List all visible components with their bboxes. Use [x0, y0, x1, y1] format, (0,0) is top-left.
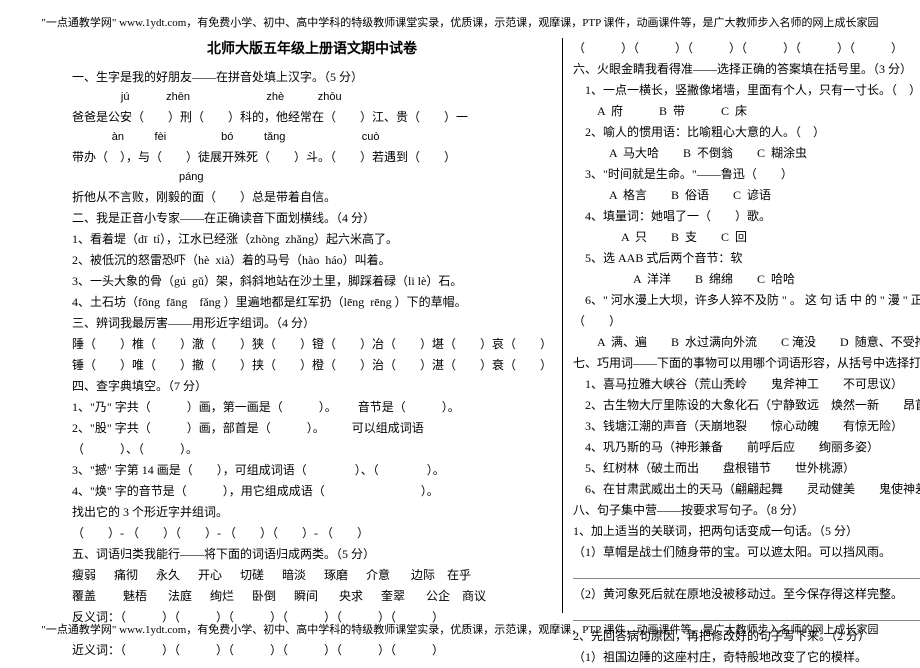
- q6-heading: 六、火眼金睛我看得准——选择正确的答案填在括号里。（3 分）: [573, 59, 920, 80]
- site-header: "一点通教学网" www.1ydt.com，有免费小学、初中、高中学科的特级教师…: [0, 6, 920, 38]
- site-footer: "一点通教学网" www.1ydt.com，有免费小学、初中、高中学科的特级教师…: [0, 613, 920, 645]
- q4-item-4a: 4、"焕" 字的音节是（ ），用它组成成语（ ）。: [72, 481, 552, 502]
- q7-heading: 七、巧用词——下面的事物可以用哪个词语形容，从括号中选择打√。（3 分）: [573, 353, 920, 374]
- q3-row-1: 陲（ ）椎（ ）澈（ ）狭（ ）镫（ ）冶（ ）堪（ ）哀（ ）: [72, 334, 552, 355]
- q6-3: 3、"时间就是生命。"——鲁迅（ ）: [573, 164, 920, 185]
- q6-6-opts: A 满、遍 B 水过满向外流 C 淹没 D 随意、不受拘束: [573, 332, 920, 353]
- q6-3-opts: A 格言 B 俗语 C 谚语: [573, 185, 920, 206]
- q7-1: 1、喜马拉雅大峡谷（荒山秃岭 鬼斧神工 不可思议）: [573, 374, 920, 395]
- q7-5: 5、红树林（破土而出 盘根错节 世外桃源）: [573, 458, 920, 479]
- q6-4-opts: A 只 B 支 C 回: [573, 227, 920, 248]
- q1-pinyin-1: jú zhēn zhè zhōu: [72, 88, 552, 107]
- q6-2: 2、喻人的惯用语：比喻粗心大意的人。（ ）: [573, 122, 920, 143]
- q5-words-2: 覆盖 魅梧 法庭 绚烂 卧倒 瞬间 央求 奎翠 公企 商议: [72, 586, 552, 607]
- q1-line-3: 折他从不言败，刚毅的面（ ）总是带着自信。: [72, 187, 552, 208]
- q4-heading: 四、查字典填空。（7 分）: [72, 376, 552, 397]
- q7-2: 2、古生物大厅里陈设的大象化石（宁静致远 焕然一新 昂首阔步）: [573, 395, 920, 416]
- q6-6a: 6、" 河水漫上大坝，许多人猝不及防 " 。 这 句 话 中 的 " 漫 " 正…: [573, 290, 920, 311]
- q4-item-1: 1、"乃" 字共（ ）画，第一画是（ ）。 音节是（ ）。: [72, 397, 552, 418]
- right-column: （ ）（ ）（ ）（ ）（ ）（ ） 六、火眼金睛我看得准——选择正确的答案填在…: [563, 38, 920, 613]
- q1-line-1: 爸爸是公安（ ）刑（ ）科的，他经常在（ ）江、贵（ ）一: [72, 107, 552, 128]
- q4-item-4b: 找出它的 3 个形近字并组词。: [72, 502, 552, 523]
- q5-words-1: 瘦弱 痛彻 永久 开心 切磋 暗淡 琢磨 介意 边际 在乎: [72, 565, 552, 586]
- q2-item-1: 1、看着堤（dī tí），江水已经涨（zhòng zhǎng）起六米高了。: [72, 229, 552, 250]
- q4-item-3: 3、"撼" 字第 14 画是（ ），可组成词语（ ）、（ ）。: [72, 460, 552, 481]
- q5-heading: 五、词语归类我能行——将下面的词语归成两类。（5 分）: [72, 544, 552, 565]
- q4-item-2a: 2、"股" 字共（ ）画，部首是（ ）。 可以组成词语: [72, 418, 552, 439]
- q8-2a: （1）祖国边陲的这座村庄，奇特般地改变了它的模样。: [573, 647, 920, 668]
- doc-title: 北师大版五年级上册语文期中试卷: [72, 38, 552, 63]
- q1-line-2: 带办（ ），与（ ）徒展开殊死（ ）斗。（ ）若遇到（ ）: [72, 147, 552, 168]
- q7-6: 6、在甘肃武威出土的天马（翩翩起舞 灵动健美 鬼使神差）: [573, 479, 920, 500]
- q4-item-2b: （ ）、（ ）。: [72, 439, 552, 460]
- q8-1-heading: 1、加上适当的关联词，把两句话变成一句话。（5 分）: [573, 521, 920, 542]
- r-cont-blank: （ ）（ ）（ ）（ ）（ ）（ ）: [573, 38, 920, 59]
- q6-1: 1、一点一横长，竖撇像堵墙，里面有个人，只有一寸长。（ ）: [573, 80, 920, 101]
- q8-1a-blank: ＿＿＿＿＿＿＿＿＿＿＿＿＿＿＿＿＿＿＿＿＿＿＿＿＿＿＿＿＿＿＿＿＿＿: [573, 563, 920, 584]
- q2-item-2: 2、被低沉的怒雷恐吓（hè xià）着的马号（hào háo）叫着。: [72, 250, 552, 271]
- q6-4: 4、填量词：她唱了一（ ）歌。: [573, 206, 920, 227]
- q4-item-4c: （ ）- （ ）（ ）- （ ）（ ）- （ ）: [72, 523, 552, 544]
- q3-row-2: 锤（ ）唯（ ）撤（ ）挟（ ）橙（ ）治（ ）湛（ ）衰（ ）: [72, 355, 552, 376]
- q1-pinyin-3: páng: [72, 168, 552, 187]
- q7-3: 3、钱塘江潮的声音（天崩地裂 惊心动魄 有惊无险）: [573, 416, 920, 437]
- q6-6b: （ ）: [573, 311, 920, 332]
- q2-heading: 二、我是正音小专家——在正确读音下面划横线。（4 分）: [72, 208, 552, 229]
- q6-1-opts: A 府 B 带 C 床: [573, 101, 920, 122]
- q8-1a: （1）草帽是战士们随身带的宝。可以遮太阳。可以挡风雨。: [573, 542, 920, 563]
- left-column: 北师大版五年级上册语文期中试卷 一、生字是我的好朋友——在拼音处填上汉字。（5 …: [72, 38, 563, 613]
- q7-4: 4、巩乃斯的马（神形兼备 前呼后应 绚丽多姿）: [573, 437, 920, 458]
- q6-2-opts: A 马大哈 B 不倒翁 C 糊涂虫: [573, 143, 920, 164]
- q1-heading: 一、生字是我的好朋友——在拼音处填上汉字。（5 分）: [72, 67, 552, 88]
- q2-item-3: 3、一头大象的骨（gú gǔ）架，斜斜地站在沙土里，脚踩着碌（li lè）石。: [72, 271, 552, 292]
- q6-5: 5、选 AAB 式后两个音节：软: [573, 248, 920, 269]
- q2-item-4: 4、土石坊（fōng fāng fǎng ）里遍地都是红军扔（lēng rēng…: [72, 292, 552, 313]
- q1-pinyin-2: àn fèi bó tǎng cuò: [72, 128, 552, 147]
- q3-heading: 三、辨词我最厉害——用形近字组词。（4 分）: [72, 313, 552, 334]
- q8-1b: （2）黄河象死后就在原地没被移动过。至今保存得这样完整。: [573, 584, 920, 605]
- page-body: 北师大版五年级上册语文期中试卷 一、生字是我的好朋友——在拼音处填上汉字。（5 …: [72, 38, 848, 613]
- q8-heading: 八、句子集中营——按要求写句子。（8 分）: [573, 500, 920, 521]
- q6-5-opts: A 洋洋 B 绵绵 C 哈哈: [573, 269, 920, 290]
